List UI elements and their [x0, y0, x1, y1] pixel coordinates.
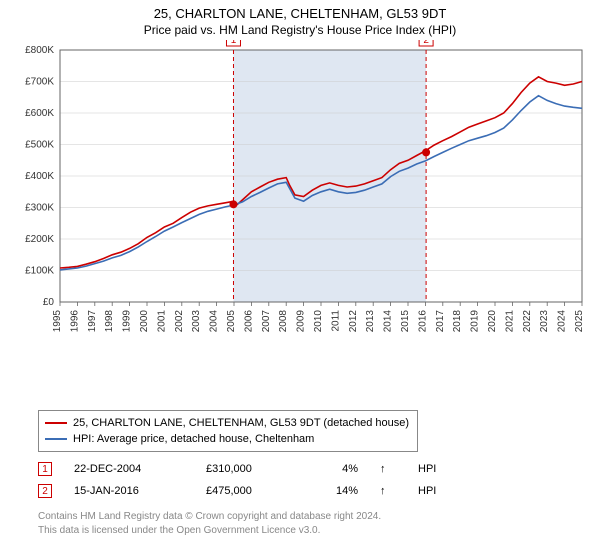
svg-text:2021: 2021: [504, 310, 515, 333]
svg-text:1: 1: [231, 40, 237, 46]
svg-text:2006: 2006: [243, 310, 254, 333]
svg-text:2010: 2010: [313, 310, 324, 333]
legend-label: 25, CHARLTON LANE, CHELTENHAM, GL53 9DT …: [73, 417, 409, 429]
legend-item: HPI: Average price, detached house, Chel…: [45, 431, 411, 447]
svg-text:1996: 1996: [69, 310, 80, 333]
svg-text:1997: 1997: [87, 310, 98, 333]
svg-text:2013: 2013: [365, 310, 376, 333]
svg-text:£400K: £400K: [25, 171, 54, 182]
sale-marker-num: 2: [42, 486, 48, 497]
sale-marker-box: 1: [38, 462, 52, 476]
svg-text:1998: 1998: [104, 310, 115, 333]
sales-table: 1 22-DEC-2004 £310,000 4% ↑ HPI 2 15-JAN…: [38, 458, 562, 502]
chart-title: 25, CHARLTON LANE, CHELTENHAM, GL53 9DT: [0, 0, 600, 21]
sale-date: 22-DEC-2004: [74, 463, 184, 475]
arrow-up-icon: ↑: [380, 463, 396, 475]
attribution-line: This data is licensed under the Open Gov…: [38, 524, 562, 538]
table-row: 2 15-JAN-2016 £475,000 14% ↑ HPI: [38, 480, 562, 502]
sale-pct: 4%: [318, 463, 358, 475]
svg-text:2016: 2016: [417, 310, 428, 333]
svg-text:£700K: £700K: [25, 77, 54, 88]
svg-text:1999: 1999: [122, 310, 133, 333]
svg-text:2000: 2000: [139, 310, 150, 333]
svg-text:2003: 2003: [191, 310, 202, 333]
sale-hpi-label: HPI: [418, 463, 448, 475]
svg-text:£600K: £600K: [25, 108, 54, 119]
table-row: 1 22-DEC-2004 £310,000 4% ↑ HPI: [38, 458, 562, 480]
sale-marker-num: 1: [42, 464, 48, 475]
sale-hpi-label: HPI: [418, 485, 448, 497]
svg-text:2025: 2025: [574, 310, 585, 333]
svg-text:£200K: £200K: [25, 234, 54, 245]
arrow-up-icon: ↑: [380, 485, 396, 497]
svg-text:2001: 2001: [156, 310, 167, 333]
attribution: Contains HM Land Registry data © Crown c…: [38, 510, 562, 538]
svg-text:2009: 2009: [296, 310, 307, 333]
legend-box: 25, CHARLTON LANE, CHELTENHAM, GL53 9DT …: [38, 410, 418, 452]
svg-text:2011: 2011: [330, 310, 341, 332]
svg-text:2017: 2017: [435, 310, 446, 333]
svg-text:£800K: £800K: [25, 45, 54, 56]
svg-text:2007: 2007: [261, 310, 272, 333]
svg-text:2018: 2018: [452, 310, 463, 333]
chart-area: £0 £100K £200K £300K £400K £500K £600K £700K £80…: [10, 40, 590, 360]
sale-price: £310,000: [206, 463, 296, 475]
attribution-line: Contains HM Land Registry data © Crown c…: [38, 510, 562, 524]
sale-date: 15-JAN-2016: [74, 485, 184, 497]
svg-text:2022: 2022: [522, 310, 533, 333]
chart-container: 25, CHARLTON LANE, CHELTENHAM, GL53 9DT …: [0, 0, 600, 560]
svg-text:2008: 2008: [278, 310, 289, 333]
svg-text:2024: 2024: [557, 310, 568, 333]
svg-text:£100K: £100K: [25, 266, 54, 277]
svg-text:2002: 2002: [174, 310, 185, 333]
svg-text:2020: 2020: [487, 310, 498, 333]
svg-text:£300K: £300K: [25, 203, 54, 214]
sale-price: £475,000: [206, 485, 296, 497]
svg-text:1995: 1995: [52, 310, 63, 333]
svg-text:2012: 2012: [348, 310, 359, 333]
svg-text:2004: 2004: [209, 310, 220, 333]
svg-text:2019: 2019: [470, 310, 481, 333]
svg-text:2023: 2023: [539, 310, 550, 333]
legend-label: HPI: Average price, detached house, Chel…: [73, 433, 314, 445]
legend-item: 25, CHARLTON LANE, CHELTENHAM, GL53 9DT …: [45, 415, 411, 431]
svg-text:£500K: £500K: [25, 140, 54, 151]
sale-pct: 14%: [318, 485, 358, 497]
svg-text:£0: £0: [43, 297, 55, 308]
svg-text:2015: 2015: [400, 310, 411, 333]
chart-subtitle: Price paid vs. HM Land Registry's House …: [0, 21, 600, 37]
svg-text:2: 2: [423, 40, 429, 46]
svg-text:2014: 2014: [383, 310, 394, 333]
svg-text:2005: 2005: [226, 310, 237, 333]
sale-marker-box: 2: [38, 484, 52, 498]
chart-svg: £0 £100K £200K £300K £400K £500K £600K £700K £80…: [10, 40, 590, 410]
legend-swatch: [45, 438, 67, 440]
legend-swatch: [45, 422, 67, 424]
